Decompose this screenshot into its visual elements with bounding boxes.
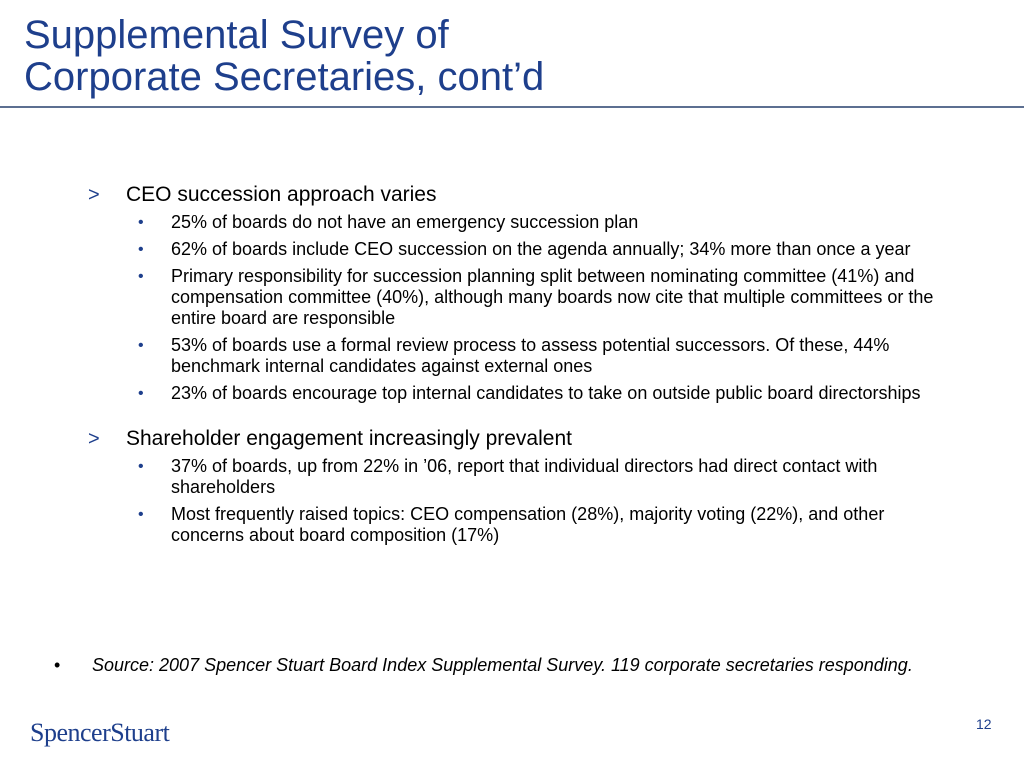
section-shareholder-engagement: > Shareholder engagement increasingly pr…	[88, 426, 958, 546]
page-number: 12	[976, 716, 992, 732]
section-ceo-succession: > CEO succession approach varies • 25% of…	[88, 182, 958, 404]
bullet-icon: •	[138, 268, 144, 285]
source-note: • Source: 2007 Spencer Stuart Board Inde…	[54, 654, 914, 676]
list-item-text: Most frequently raised topics: CEO compe…	[171, 504, 885, 545]
title-divider	[0, 106, 1024, 108]
list-item: • 25% of boards do not have an emergency …	[138, 212, 958, 233]
section-heading: > CEO succession approach varies	[88, 182, 958, 208]
bullet-icon: •	[138, 458, 144, 475]
list-item: • 37% of boards, up from 22% in ’06, repo…	[138, 456, 958, 498]
list-item: • 62% of boards include CEO succession on…	[138, 239, 958, 260]
title-line-2: Corporate Secretaries, cont’d	[24, 55, 545, 99]
bullet-icon: •	[138, 337, 144, 354]
list-item-text: 23% of boards encourage top internal can…	[171, 383, 921, 403]
source-note-text: Source: 2007 Spencer Stuart Board Index …	[92, 655, 913, 675]
bullet-icon: •	[138, 385, 144, 402]
bullet-icon: •	[138, 214, 144, 231]
list-item: • Primary responsibility for succession p…	[138, 266, 958, 329]
bullet-icon: •	[138, 241, 144, 258]
slide-title: Supplemental Survey of Corporate Secreta…	[24, 14, 1004, 98]
slide-body: > CEO succession approach varies • 25% of…	[88, 182, 958, 568]
chevron-right-icon: >	[88, 428, 100, 450]
bullet-list: • 37% of boards, up from 22% in ’06, repo…	[88, 456, 958, 546]
title-line-1: Supplemental Survey of	[24, 13, 449, 57]
list-item-text: Primary responsibility for succession pl…	[171, 266, 934, 328]
list-item-text: 25% of boards do not have an emergency s…	[171, 212, 639, 232]
chevron-right-icon: >	[88, 184, 100, 206]
list-item-text: 37% of boards, up from 22% in ’06, repor…	[171, 456, 878, 497]
company-logo: SpencerStuart	[30, 718, 170, 747]
list-item: • 53% of boards use a formal review proce…	[138, 335, 958, 377]
bullet-icon: •	[54, 655, 61, 675]
list-item: • Most frequently raised topics: CEO comp…	[138, 504, 958, 546]
list-item-text: 53% of boards use a formal review proces…	[171, 335, 890, 376]
list-item: • 23% of boards encourage top internal ca…	[138, 383, 958, 404]
bullet-list: • 25% of boards do not have an emergency …	[88, 212, 958, 404]
bullet-icon: •	[138, 506, 144, 523]
list-item-text: 62% of boards include CEO succession on …	[171, 239, 911, 259]
section-heading-text: CEO succession approach varies	[126, 183, 437, 206]
section-heading: > Shareholder engagement increasingly pr…	[88, 426, 958, 452]
section-heading-text: Shareholder engagement increasingly prev…	[126, 427, 572, 450]
